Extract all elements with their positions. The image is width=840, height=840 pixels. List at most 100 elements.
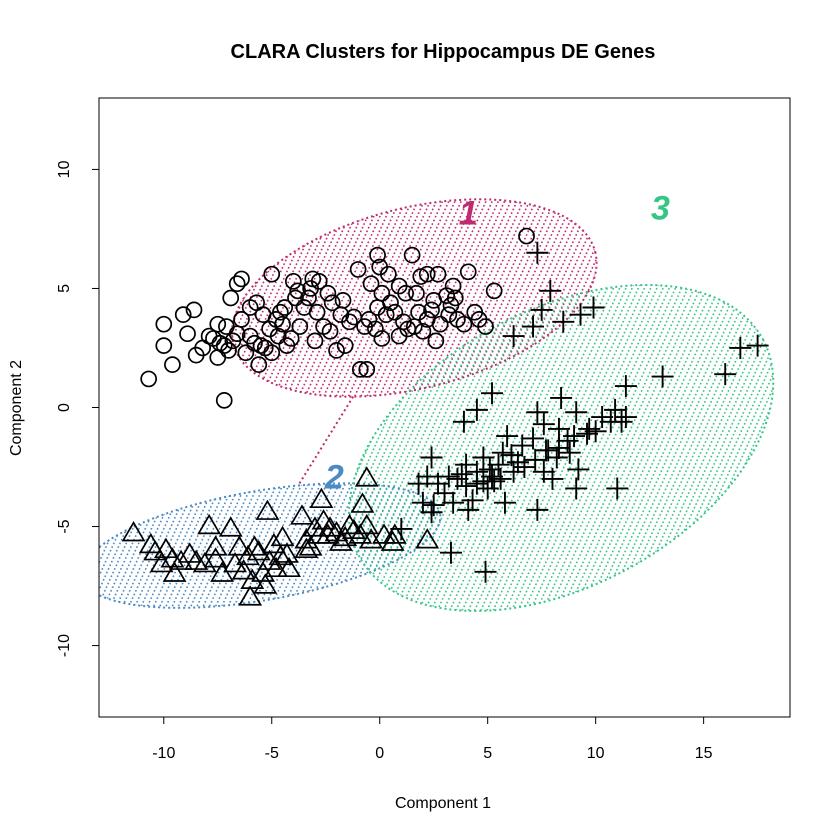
cluster-2-point <box>121 521 146 542</box>
cluster-1-hatch-line <box>25 101 202 494</box>
cluster-2-point <box>149 551 174 573</box>
cluster-1-label: 1 <box>459 194 478 232</box>
cluster-3-point <box>442 491 465 514</box>
cluster-3-point <box>614 406 637 429</box>
cluster-2-point <box>298 535 323 556</box>
cluster-3-hatch-line <box>693 217 790 679</box>
cluster-3-point <box>526 498 549 521</box>
cluster-3-point <box>584 420 607 443</box>
cluster-3-point <box>746 334 769 357</box>
cluster-2-point <box>227 535 252 556</box>
cluster-1-point <box>485 282 503 300</box>
cluster-1-point <box>155 337 173 354</box>
cluster-3-hatch-line <box>0 209 215 687</box>
cluster-1-point <box>263 265 281 283</box>
cluster-2-hatch-line <box>366 460 450 631</box>
cluster-1-point <box>263 344 281 362</box>
cluster-2-hatch-line <box>99 460 176 631</box>
cluster-1-point <box>444 277 462 295</box>
cluster-2-hatch-line <box>211 460 386 631</box>
cluster-3-point <box>502 460 525 483</box>
cluster-3-hatch-line <box>668 217 790 679</box>
cluster-1-hatch-line <box>19 101 196 494</box>
cluster-1-point <box>328 342 345 359</box>
cluster-3-hatch-line <box>293 217 483 679</box>
cluster-3-hatch-line <box>831 209 840 687</box>
cluster-1-point <box>237 344 255 362</box>
cluster-1-point <box>250 356 268 373</box>
cluster-2-point <box>238 585 263 606</box>
cluster-3-hatch-line <box>755 217 790 679</box>
cluster-3-hatch-line <box>488 217 706 679</box>
cluster-3-hatch-line <box>293 217 508 679</box>
cluster-3-hatch-line <box>625 217 790 679</box>
cluster-1-point <box>276 299 294 316</box>
cluster-2-hatch-line <box>473 354 646 738</box>
cluster-3-point <box>569 303 592 326</box>
cluster-1-point <box>284 272 302 290</box>
cluster-2-hatch-line <box>242 460 417 631</box>
cluster-3-hatch-line <box>718 217 790 679</box>
cluster-1-hatch-line <box>707 101 840 494</box>
cluster-2-hatch-line <box>341 460 450 631</box>
y-tick-label: -10 <box>56 634 73 657</box>
cluster-1-point <box>228 275 246 293</box>
cluster-2-hatch-line <box>510 354 683 738</box>
cluster-1-point <box>345 308 363 326</box>
cluster-2-hatch-line <box>467 354 640 738</box>
cluster-1-point <box>304 270 322 288</box>
cluster-3-hatch-line <box>293 217 365 679</box>
cluster-1-hatch-line <box>211 164 303 432</box>
cluster-1-point <box>306 332 324 350</box>
cluster-3-hatch-line <box>476 217 694 679</box>
cluster-3-hatch-line <box>293 217 359 679</box>
cluster-3-point <box>439 541 462 564</box>
cluster-1-point <box>408 284 425 302</box>
cluster-3-point <box>651 365 674 388</box>
cluster-3-point <box>487 453 510 476</box>
cluster-2-hatch-line <box>360 460 450 631</box>
cluster-3-point <box>407 472 430 495</box>
cluster-1-point <box>358 361 376 378</box>
x-tick-label: -10 <box>152 745 175 762</box>
cluster-3-hatch-line <box>806 209 840 687</box>
cluster-3-point <box>558 441 581 464</box>
cluster-2-point <box>264 556 289 578</box>
cluster-2-hatch-line <box>397 460 450 631</box>
cluster-3-hatch-line <box>293 217 409 679</box>
cluster-3-point <box>565 401 588 424</box>
cluster-2-hatch-line <box>547 354 720 738</box>
cluster-2-point <box>240 568 265 589</box>
cluster-1-point <box>308 303 326 321</box>
cluster-1-hatch-line <box>211 164 309 432</box>
cluster-3-point <box>565 477 588 500</box>
cluster-1-hatch-line <box>701 101 840 494</box>
cluster-3-point <box>526 401 549 424</box>
cluster-1-hatch-line <box>211 164 259 432</box>
cluster-1-hatch-line <box>7 101 184 494</box>
cluster-2-point <box>218 516 243 537</box>
cluster-3-point <box>472 446 495 469</box>
cluster-3-point <box>534 439 557 462</box>
x-tick-label: 5 <box>483 745 492 762</box>
cluster-2-hatch-line <box>99 460 244 631</box>
cluster-1-point <box>518 227 535 245</box>
cluster-3-point <box>481 465 504 488</box>
cluster-1-point <box>215 392 233 409</box>
cluster-3-hatch-line <box>600 217 790 679</box>
cluster-2-point <box>261 532 286 554</box>
cluster-3-hatch-line <box>433 217 650 679</box>
cluster-3-point <box>511 434 534 457</box>
cluster-2-point <box>315 523 340 544</box>
cluster-3-point <box>714 363 737 386</box>
cluster-2-point <box>415 528 440 549</box>
cluster-3-point <box>729 336 752 359</box>
cluster-1-point <box>241 327 259 345</box>
cluster-2-point <box>203 547 228 568</box>
cluster-2-hatch-line <box>541 354 714 738</box>
cluster-2-point <box>255 499 280 520</box>
cluster-3-point <box>481 382 504 405</box>
cluster-2-ellipse <box>99 482 442 609</box>
cluster-3-hatch-line <box>507 217 725 679</box>
cluster-2-point <box>253 573 278 594</box>
